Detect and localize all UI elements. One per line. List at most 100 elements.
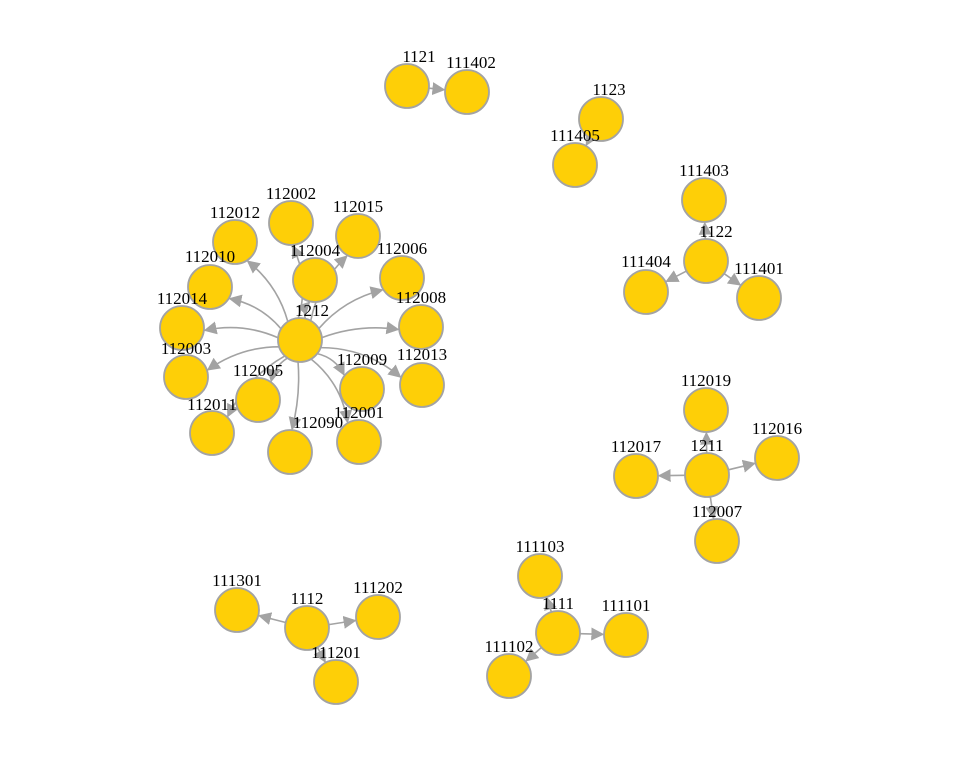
node-label-111402: 111402 (446, 53, 496, 72)
node-112010[interactable] (187, 264, 233, 310)
node-label-112010: 112010 (185, 247, 235, 266)
edge-1212-112006 (318, 286, 384, 330)
node-111402[interactable] (444, 69, 490, 115)
node-1122[interactable] (683, 238, 729, 284)
node-111101[interactable] (603, 612, 649, 658)
node-1112[interactable] (284, 605, 330, 651)
node-112003[interactable] (163, 354, 209, 400)
edge-1212-112004 (296, 301, 311, 319)
labels-layer: 1121 111402 1123 111405 1122 111403 111404 1114… (157, 47, 802, 662)
edge-1211-112007 (705, 496, 719, 520)
node-111404[interactable] (623, 269, 669, 315)
node-112017[interactable] (613, 453, 659, 499)
edge-1212-112001 (310, 358, 353, 424)
edges-layer (203, 82, 756, 663)
node-label-111101: 111101 (601, 596, 650, 615)
node-label-111404: 111404 (621, 252, 671, 271)
node-label-112005: 112005 (233, 361, 283, 380)
edge-1212-112090 (288, 361, 302, 431)
edge-1112-111301 (258, 612, 286, 625)
node-label-112002: 112002 (266, 184, 316, 203)
edge-1122-111404 (665, 270, 687, 283)
node-label-112019: 112019 (681, 371, 731, 390)
edge-1212-112012 (246, 260, 289, 322)
edge-1212-112010 (228, 294, 282, 330)
node-label-112015: 112015 (333, 197, 383, 216)
node-111403[interactable] (681, 177, 727, 223)
node-label-112012: 112012 (210, 203, 260, 222)
node-112011[interactable] (189, 410, 235, 456)
node-112006[interactable] (379, 255, 425, 301)
node-111202[interactable] (355, 594, 401, 640)
node-112007[interactable] (694, 518, 740, 564)
node-1212[interactable] (277, 317, 323, 363)
node-label-111401: 111401 (734, 259, 784, 278)
node-112016[interactable] (754, 435, 800, 481)
node-1211[interactable] (684, 452, 730, 498)
edge-1111-111101 (579, 627, 605, 641)
node-112001[interactable] (336, 419, 382, 465)
node-label-111301: 111301 (212, 571, 262, 590)
node-label-1212: 1212 (295, 301, 329, 320)
node-112012[interactable] (212, 219, 258, 265)
edge-1212-112003 (206, 345, 280, 371)
edge-1212-112008 (321, 321, 400, 339)
nodes-layer (159, 63, 800, 705)
node-1123[interactable] (578, 96, 624, 142)
node-label-111102: 111102 (484, 637, 533, 656)
node-111102[interactable] (486, 653, 532, 699)
edge-1211-112016 (728, 459, 756, 473)
node-label-111202: 111202 (353, 578, 403, 597)
node-label-111405: 111405 (550, 126, 600, 145)
edge-1212-112013 (320, 346, 402, 378)
node-label-1211: 1211 (690, 436, 723, 455)
node-label-1122: 1122 (699, 222, 732, 241)
node-112019[interactable] (683, 387, 729, 433)
node-112005[interactable] (235, 377, 281, 423)
node-112009[interactable] (339, 366, 385, 412)
node-112015[interactable] (335, 213, 381, 259)
node-111201[interactable] (313, 659, 359, 705)
node-label-111201: 111201 (311, 643, 361, 662)
node-111301[interactable] (214, 587, 260, 633)
node-label-1121: 1121 (402, 47, 435, 66)
node-label-112007: 112007 (692, 502, 743, 521)
edge-1122-111403 (698, 221, 712, 240)
edge-1212-112014 (203, 321, 279, 339)
node-112002[interactable] (268, 200, 314, 246)
edge-1112-111201 (313, 647, 326, 663)
node-label-112001: 112001 (334, 403, 384, 422)
edge-1121-111402 (428, 82, 446, 96)
node-111103[interactable] (517, 553, 563, 599)
node-label-111403: 111403 (679, 161, 729, 180)
node-label-111103: 111103 (515, 537, 564, 556)
edge-1212-112009 (317, 352, 345, 376)
node-111401[interactable] (736, 275, 782, 321)
node-label-1111: 1111 (542, 594, 574, 613)
node-1121[interactable] (384, 63, 430, 109)
node-label-112011: 112011 (187, 395, 237, 414)
node-112014[interactable] (159, 305, 205, 351)
node-label-112003: 112003 (161, 339, 211, 358)
node-112013[interactable] (399, 362, 445, 408)
node-label-112006: 112006 (377, 239, 427, 258)
node-label-112013: 112013 (397, 345, 447, 364)
edge-1111-111103 (544, 596, 557, 613)
node-112004[interactable] (292, 257, 338, 303)
node-111405[interactable] (552, 142, 598, 188)
node-label-112009: 112009 (337, 350, 387, 369)
node-label-112017: 112017 (611, 437, 662, 456)
node-label-112016: 112016 (752, 419, 802, 438)
node-1111[interactable] (535, 610, 581, 656)
edge-1212-112005 (267, 357, 288, 383)
edge-1122-111401 (723, 272, 742, 286)
node-label-112014: 112014 (157, 289, 208, 308)
node-112008[interactable] (398, 304, 444, 350)
edge-1111-111102 (525, 646, 542, 662)
node-112090[interactable] (267, 429, 313, 475)
node-label-112090: 112090 (293, 413, 343, 432)
node-label-1112: 1112 (291, 589, 324, 608)
node-label-112004: 112004 (290, 241, 341, 260)
node-label-112008: 112008 (396, 288, 446, 307)
